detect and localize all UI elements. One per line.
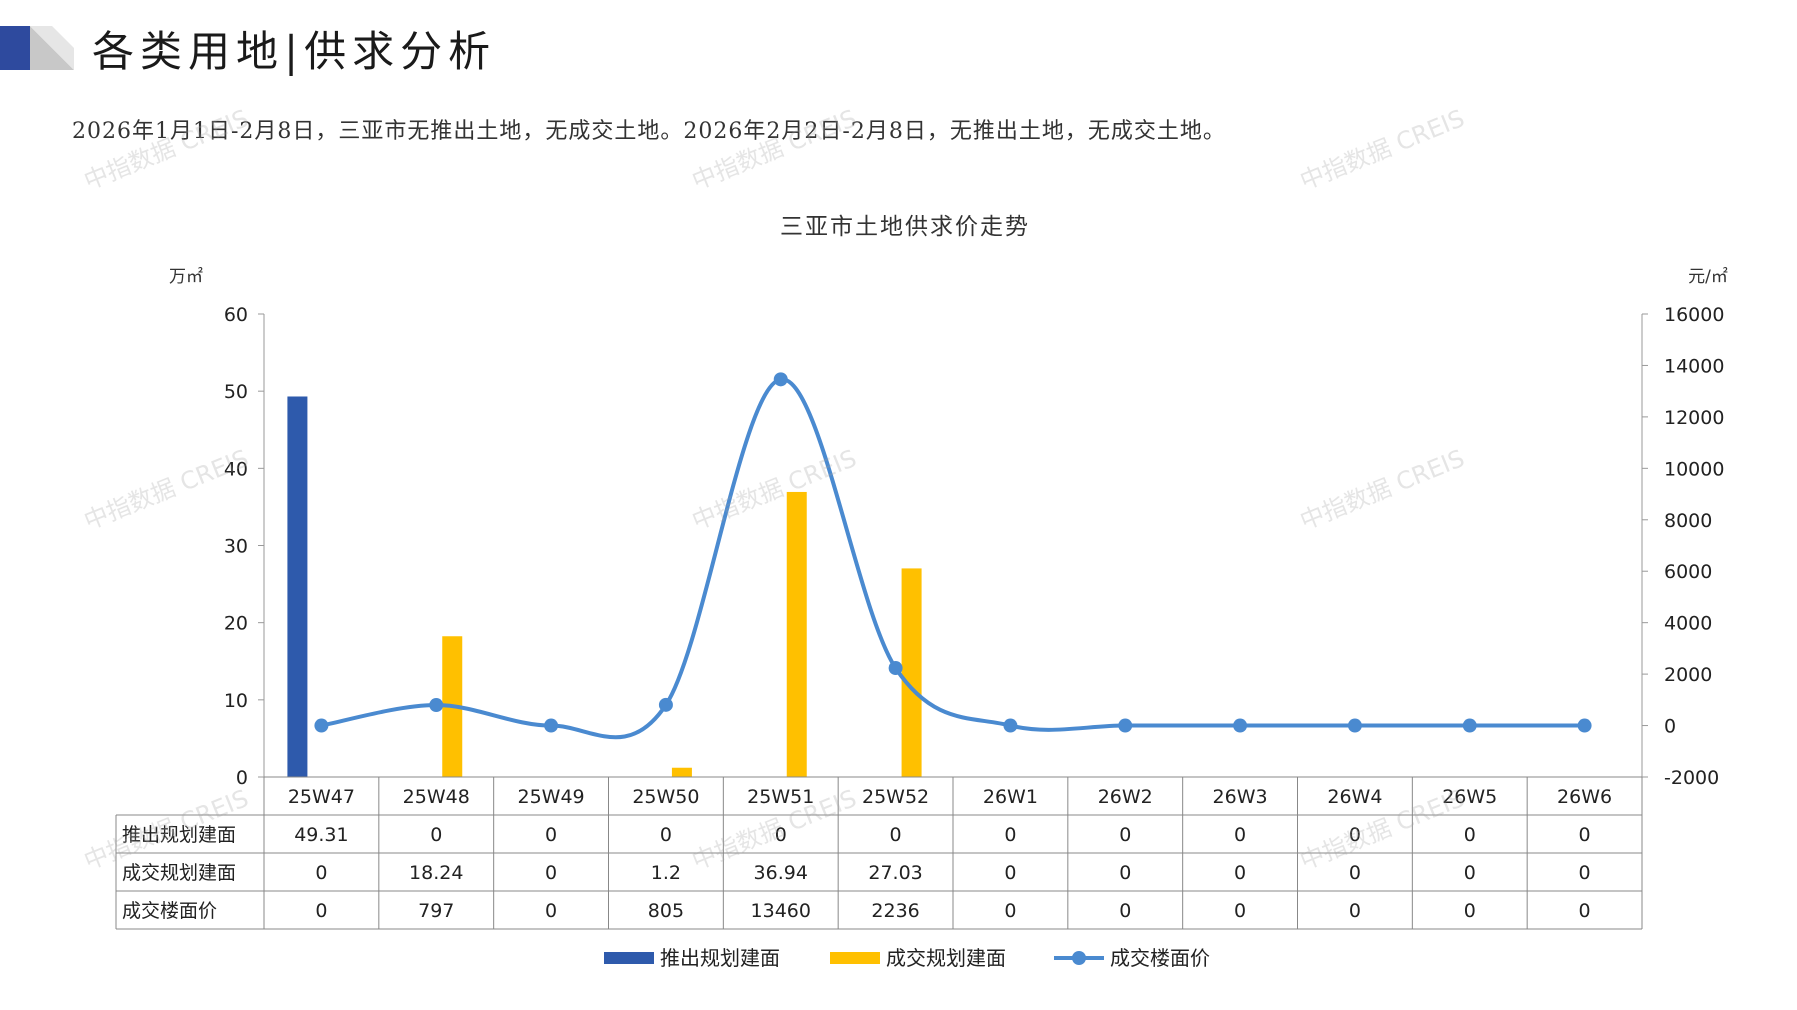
legend-swatch xyxy=(604,952,654,964)
table-cell: 2236 xyxy=(871,900,919,922)
table-cell: 0 xyxy=(1464,824,1476,846)
table-cell: 0 xyxy=(1004,824,1016,846)
y-right-tick-label: 6000 xyxy=(1664,561,1712,583)
price-line xyxy=(321,377,1585,740)
table-cell: 0 xyxy=(775,824,787,846)
table-cell: 0 xyxy=(1349,824,1361,846)
price-point-25W50 xyxy=(658,697,673,712)
y-left-tick-label: 20 xyxy=(224,613,248,635)
table-cell: 0 xyxy=(545,862,557,884)
x-tick-label: 26W3 xyxy=(1213,786,1268,808)
y-right-tick-label: 14000 xyxy=(1664,355,1724,377)
legend-swatch-marker xyxy=(1072,951,1086,965)
y-right-tick-label: -2000 xyxy=(1664,767,1719,789)
y-left-unit: 万㎡ xyxy=(169,267,203,287)
table-cell: 0 xyxy=(545,824,557,846)
table-cell: 0 xyxy=(1349,862,1361,884)
bar-deal-25W51 xyxy=(786,491,807,777)
table-cell: 0 xyxy=(430,824,442,846)
price-point-26W4 xyxy=(1347,718,1362,733)
table-cell: 1.2 xyxy=(651,862,681,884)
table-row-header: 成交规划建面 xyxy=(122,862,236,884)
table-cell: 0 xyxy=(315,900,327,922)
table-row-header: 成交楼面价 xyxy=(122,900,217,922)
price-point-26W2 xyxy=(1118,718,1133,733)
table-cell: 0 xyxy=(1464,900,1476,922)
x-tick-label: 25W50 xyxy=(632,786,699,808)
legend-label: 成交楼面价 xyxy=(1110,946,1210,970)
page-title: 各类用地|供求分析 xyxy=(92,27,497,76)
legend-swatch xyxy=(830,952,880,964)
table-row-header: 推出规划建面 xyxy=(122,824,236,846)
y-left-tick-label: 10 xyxy=(224,690,248,712)
bar-deal-25W52 xyxy=(901,568,922,777)
price-point-26W3 xyxy=(1233,718,1248,733)
table-cell: 0 xyxy=(1119,900,1131,922)
x-tick-label: 26W2 xyxy=(1098,786,1153,808)
y-left-tick-label: 0 xyxy=(236,767,248,789)
y-right-unit: 元/㎡ xyxy=(1688,267,1728,287)
table-cell: 0 xyxy=(1004,862,1016,884)
price-point-25W49 xyxy=(544,718,559,733)
y-right-tick-label: 12000 xyxy=(1664,407,1724,429)
price-point-25W51 xyxy=(773,372,788,387)
bar-supply-25W47 xyxy=(287,396,308,777)
table-cell: 0 xyxy=(1119,862,1131,884)
brand-logo-icon xyxy=(0,26,74,70)
legend-label: 推出规划建面 xyxy=(660,946,780,970)
table-cell: 0 xyxy=(1579,824,1591,846)
legend-label: 成交规划建面 xyxy=(886,946,1006,970)
table-cell: 0 xyxy=(1119,824,1131,846)
table-cell: 0 xyxy=(1234,862,1246,884)
table-cell: 0 xyxy=(890,824,902,846)
y-left-tick-label: 40 xyxy=(224,458,248,480)
chart-title: 三亚市土地供求价走势 xyxy=(780,214,1030,240)
y-right-tick-label: 4000 xyxy=(1664,613,1712,635)
table-cell: 797 xyxy=(418,900,454,922)
y-left-tick-label: 30 xyxy=(224,536,248,558)
x-tick-label: 26W1 xyxy=(983,786,1038,808)
table-cell: 0 xyxy=(315,862,327,884)
x-tick-label: 26W5 xyxy=(1442,786,1497,808)
summary-text: 2026年1月1日-2月8日，三亚市无推出土地，无成交土地。2026年2月2日-… xyxy=(72,119,1226,144)
table-cell: 0 xyxy=(1464,862,1476,884)
x-tick-label: 25W52 xyxy=(862,786,929,808)
x-tick-label: 26W4 xyxy=(1327,786,1382,808)
price-point-26W5 xyxy=(1462,718,1477,733)
y-right-tick-label: 16000 xyxy=(1664,304,1724,326)
price-point-26W1 xyxy=(1003,718,1018,733)
x-tick-label: 25W47 xyxy=(288,786,355,808)
table-cell: 0 xyxy=(1234,900,1246,922)
table-cell: 0 xyxy=(1579,862,1591,884)
x-tick-label: 25W49 xyxy=(518,786,585,808)
table-cell: 0 xyxy=(1234,824,1246,846)
table-cell: 36.94 xyxy=(754,862,808,884)
table-cell: 49.31 xyxy=(294,824,348,846)
y-right-tick-label: 0 xyxy=(1664,716,1676,738)
y-right-tick-label: 10000 xyxy=(1664,458,1724,480)
price-point-26W6 xyxy=(1577,718,1592,733)
bar-deal-25W50 xyxy=(671,767,692,777)
price-point-25W48 xyxy=(429,698,444,713)
table-cell: 0 xyxy=(1349,900,1361,922)
table-cell: 13460 xyxy=(751,900,811,922)
table-cell: 27.03 xyxy=(868,862,922,884)
table-cell: 18.24 xyxy=(409,862,463,884)
table-cell: 0 xyxy=(660,824,672,846)
y-left-tick-label: 50 xyxy=(224,381,248,403)
x-tick-label: 25W48 xyxy=(403,786,470,808)
price-point-25W47 xyxy=(314,718,329,733)
table-cell: 0 xyxy=(1579,900,1591,922)
y-left-tick-label: 60 xyxy=(224,304,248,326)
table-cell: 0 xyxy=(1004,900,1016,922)
x-tick-label: 25W51 xyxy=(747,786,814,808)
table-cell: 0 xyxy=(545,900,557,922)
y-right-tick-label: 2000 xyxy=(1664,664,1712,686)
y-right-tick-label: 8000 xyxy=(1664,510,1712,532)
price-point-25W52 xyxy=(888,661,903,676)
x-tick-label: 26W6 xyxy=(1557,786,1612,808)
table-cell: 805 xyxy=(648,900,684,922)
